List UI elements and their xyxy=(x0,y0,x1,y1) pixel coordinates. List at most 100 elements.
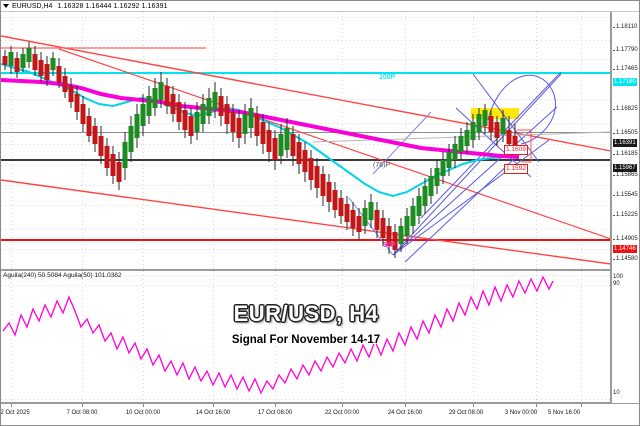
time-label: 29 Oct 08:00 xyxy=(448,410,484,416)
price-tick: 1.15865 xyxy=(612,172,639,178)
annotation-100p: 100P xyxy=(379,74,396,81)
price-line-116391[interactable] xyxy=(1,132,610,133)
gridline-v xyxy=(581,12,582,269)
gridline-h xyxy=(1,249,610,250)
indicator-axis-scale[interactable]: 100 90 10 xyxy=(611,270,639,403)
price-tick: 1.14580 xyxy=(612,256,639,262)
time-label: 24 Oct 16:00 xyxy=(387,410,423,416)
price-tick: 1.15545 xyxy=(612,192,639,198)
price-tick-label: 1.14580 xyxy=(616,256,638,262)
indicator-tick-label: 100 xyxy=(613,274,624,280)
gridline-h xyxy=(1,40,610,41)
price-tag-cyan: 1.17180 xyxy=(613,78,637,86)
indicator-header: Aguila(240) 50.5084 Aguila(50) 101.0382 xyxy=(3,272,122,279)
gridline-v xyxy=(11,271,12,402)
time-label: 2 Oct 2025 xyxy=(0,410,30,416)
gridline-v xyxy=(213,271,214,402)
gridline-v xyxy=(143,12,144,269)
fib-label-upper: 1.1609 xyxy=(504,145,528,155)
price-chart-panel[interactable]: 100P (76)P 50P 1.1609 1.1592 xyxy=(1,12,611,270)
time-label: 17 Oct 08:00 xyxy=(257,410,293,416)
indicator-tick-label: 10 xyxy=(613,390,620,396)
price-tag-level: 1.15967 xyxy=(613,164,637,172)
gridline-h xyxy=(1,99,610,100)
candlestick-series xyxy=(2,42,518,258)
price-tick: 1.18110 xyxy=(612,24,639,30)
indicator-overlay xyxy=(2,275,554,395)
gridline-v xyxy=(405,271,406,402)
gridline-h xyxy=(1,17,610,18)
price-tag-current: 1.16391 xyxy=(613,139,637,147)
gridline-v xyxy=(143,271,144,402)
ma-cyan-line xyxy=(1,63,520,198)
gridline-v xyxy=(536,12,537,269)
price-tick: 1.17465 xyxy=(612,66,639,72)
gridline-v xyxy=(581,271,582,402)
gridline-v xyxy=(82,12,83,269)
triangle-down-icon[interactable] xyxy=(3,4,9,8)
annotation-76p: (76)P xyxy=(373,162,391,169)
gridline-h xyxy=(1,399,610,400)
price-overlay xyxy=(1,35,610,265)
time-label: 22 Oct 00:00 xyxy=(324,410,360,416)
price-tick: 1.16825 xyxy=(612,106,639,112)
gridline-h xyxy=(1,275,610,276)
gridline-v xyxy=(82,271,83,402)
price-tick-label: 1.17790 xyxy=(616,47,638,53)
price-tick-label: 1.16505 xyxy=(616,130,638,136)
gridline-h xyxy=(1,229,610,230)
highlight-box xyxy=(471,108,519,119)
gridline-v xyxy=(213,12,214,269)
trendline-mid-red xyxy=(58,48,610,240)
price-tick-label: 1.15865 xyxy=(616,172,638,178)
time-label: 14 Oct 16:00 xyxy=(195,410,231,416)
time-label: 3 Nov 00:00 xyxy=(504,410,538,416)
resistance-line-100p[interactable] xyxy=(1,72,610,74)
price-tick-label: 1.16825 xyxy=(616,106,638,112)
gridline-v xyxy=(536,271,537,402)
price-tick-label: 1.15225 xyxy=(616,212,638,218)
time-label: 7 Oct 08:00 xyxy=(66,410,98,416)
ohlc-values: 1.16328 1.16444 1.16292 1.16391 xyxy=(57,2,168,10)
price-axis-scale[interactable]: 1.18110 1.17790 1.17465 1.16825 1.16505 … xyxy=(611,12,639,270)
gridline-v xyxy=(342,12,343,269)
time-axis[interactable]: 2 Oct 2025 7 Oct 08:00 10 Oct 00:00 14 O… xyxy=(0,403,639,425)
trendline-lower-red xyxy=(1,179,610,265)
price-tick: 1.15225 xyxy=(612,212,639,218)
price-tick-label: 1.14905 xyxy=(616,236,638,242)
price-tick-label: 1.18110 xyxy=(616,24,638,30)
ma-magenta-line xyxy=(1,78,520,159)
price-tick-label: 1.15545 xyxy=(616,192,638,198)
support-line-50p[interactable] xyxy=(1,239,610,241)
gridline-h xyxy=(1,205,610,206)
price-tick-label: 1.16185 xyxy=(616,151,638,157)
price-tick: 1.14905 xyxy=(612,236,639,242)
annotation-50p: 50P xyxy=(383,242,396,249)
gridline-h xyxy=(1,59,610,60)
indicator-panel[interactable] xyxy=(1,270,611,403)
price-tick: 1.17790 xyxy=(612,47,639,53)
time-label: 5 Nov 16:00 xyxy=(547,410,581,416)
gridline-h xyxy=(1,185,610,186)
aguila-line xyxy=(2,275,554,395)
gridline-v xyxy=(405,12,406,269)
gridline-h xyxy=(1,285,610,286)
price-tick-label: 1.17465 xyxy=(616,66,638,72)
price-tag-support: 1.14746 xyxy=(613,245,637,253)
gridline-v xyxy=(342,271,343,402)
gridline-v xyxy=(473,271,474,402)
price-tick: 1.16505 xyxy=(612,130,639,136)
symbol-label: EURUSD,H4 xyxy=(12,2,53,10)
indicator-tick: 90 xyxy=(612,281,639,287)
price-tick: 1.16185 xyxy=(612,151,639,157)
gridline-v xyxy=(275,271,276,402)
indicator-tick: 100 xyxy=(612,274,639,280)
indicator-tick: 10 xyxy=(612,390,639,396)
indicator-tick-label: 90 xyxy=(613,281,620,287)
fib-label-lower: 1.1592 xyxy=(504,164,528,174)
gridline-v xyxy=(11,12,12,269)
price-pointer xyxy=(517,129,532,163)
time-label: 10 Oct 00:00 xyxy=(125,410,161,416)
chart-title-bar: EURUSD,H4 1.16328 1.16444 1.16292 1.1639… xyxy=(1,1,639,12)
